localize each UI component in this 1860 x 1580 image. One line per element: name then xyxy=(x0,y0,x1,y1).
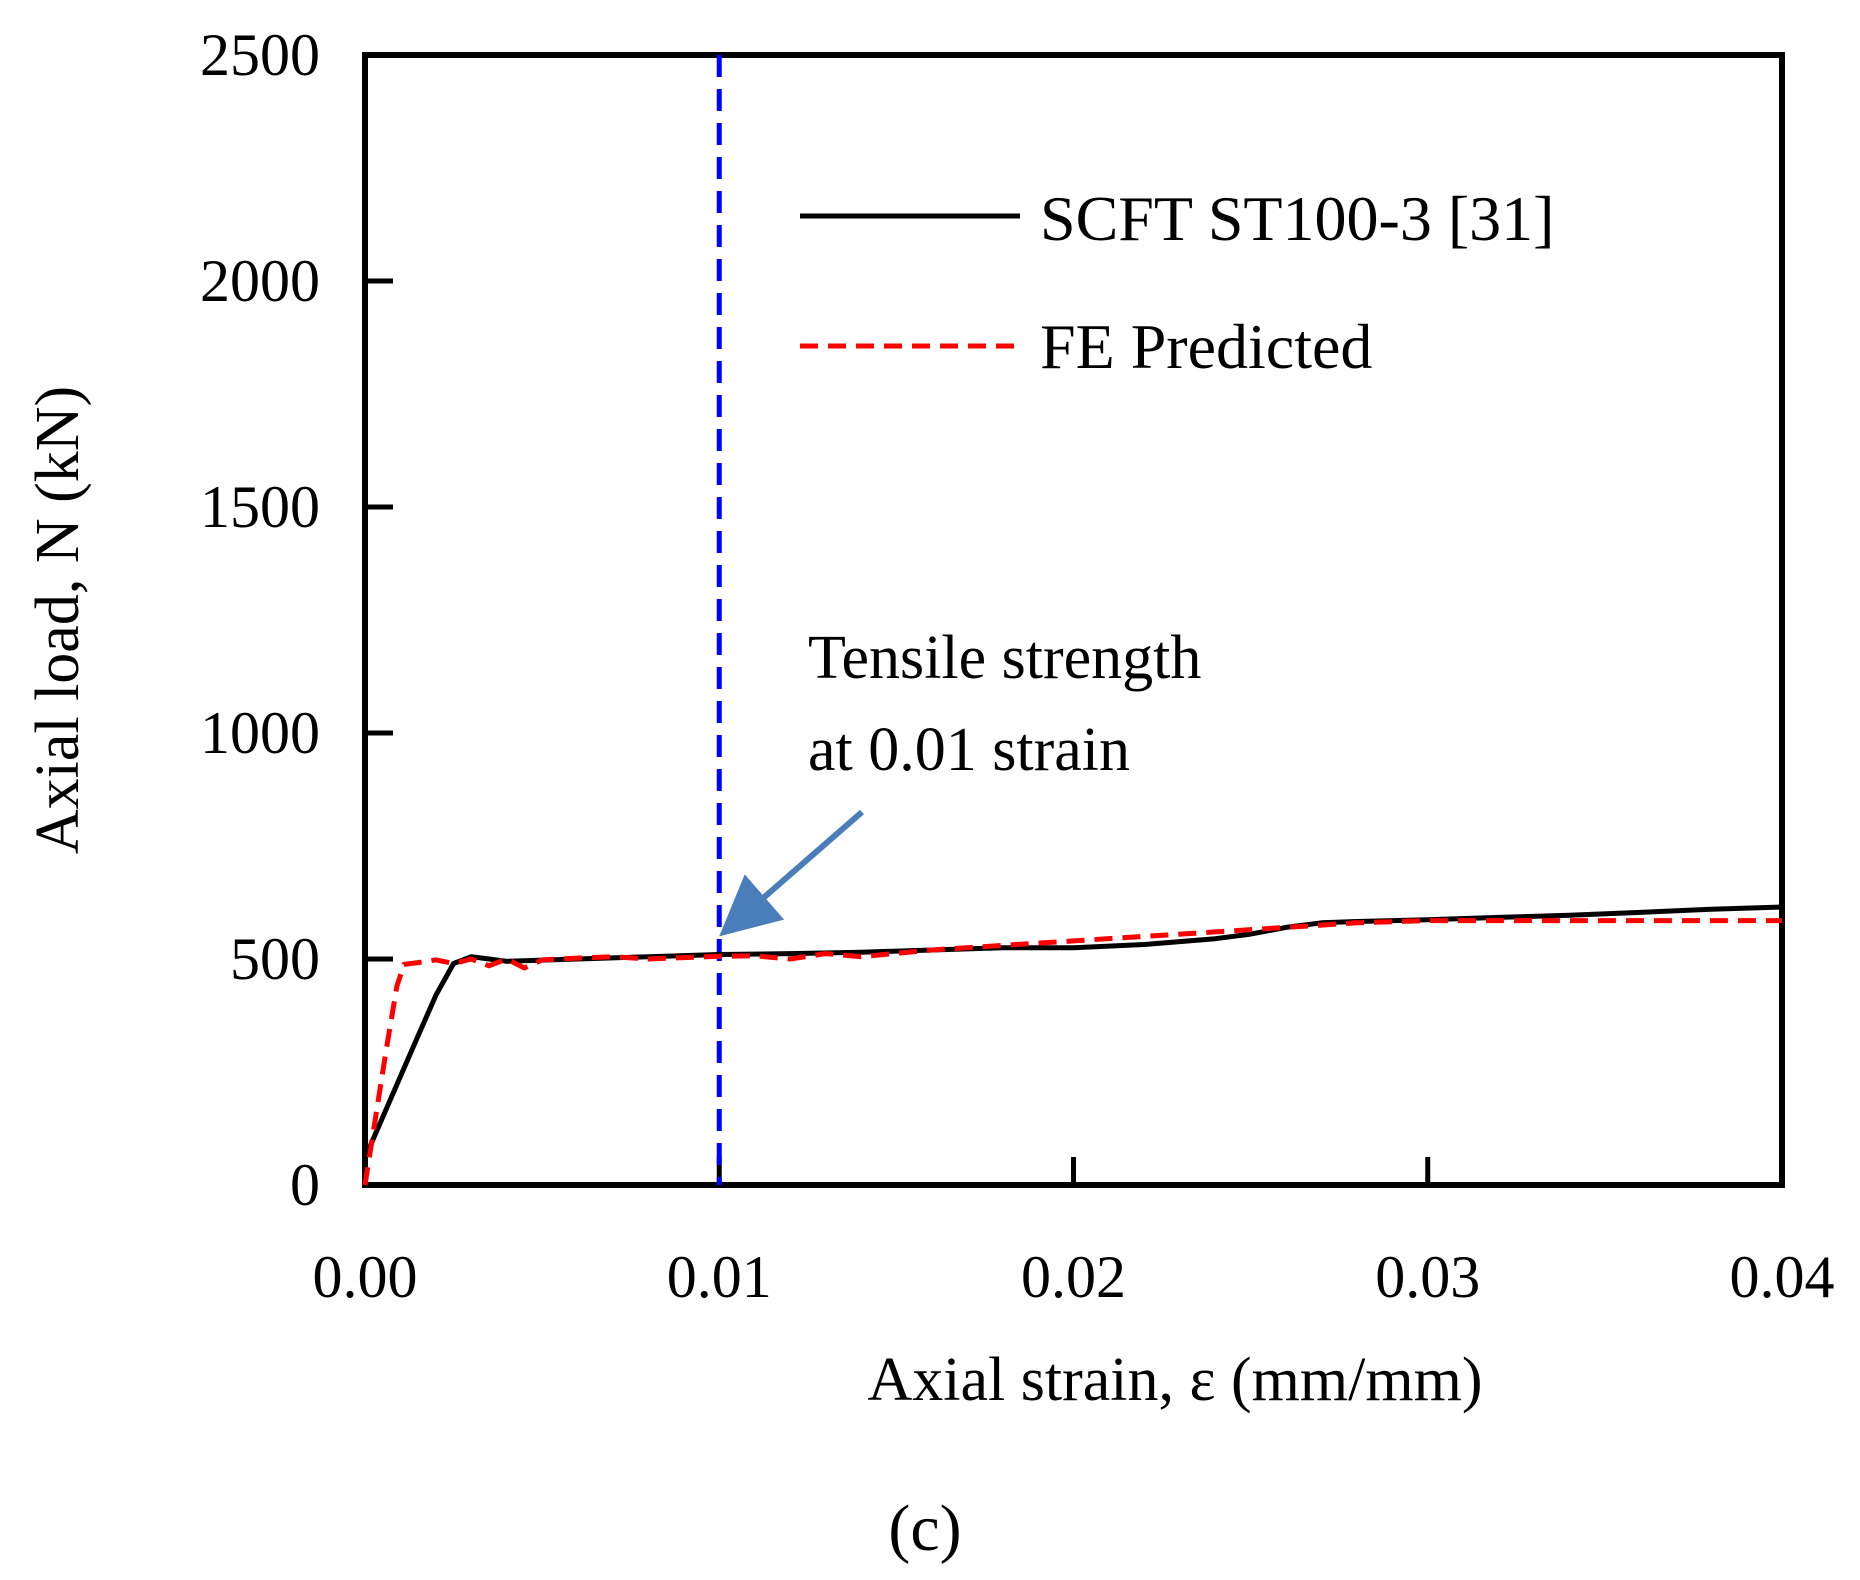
y-axis-title: Axial load, N (kN) xyxy=(24,386,92,854)
ticks-layer: 0.00 0.01 0.02 0.03 0.04 0 500 1000 1500 2000 2500 xyxy=(200,22,1835,1310)
y-tick-label: 0 xyxy=(290,1152,320,1218)
x-tick-label: 0.03 xyxy=(1375,1244,1480,1310)
annotation: Tensile strength at 0.01 strain xyxy=(719,624,1201,937)
legend: SCFT ST100-3 [31] FE Predicted xyxy=(800,183,1554,382)
annotation-line-1: Tensile strength xyxy=(808,624,1201,692)
legend-label-scft: SCFT ST100-3 [31] xyxy=(1040,183,1554,254)
legend-label-fe: FE Predicted xyxy=(1040,311,1372,382)
panel-label: (c) xyxy=(888,1492,961,1565)
series-line-1 xyxy=(362,918,1782,1186)
x-tick-label: 0.01 xyxy=(667,1244,772,1310)
x-axis-title: Axial strain, ε (mm/mm) xyxy=(868,1346,1483,1414)
x-tick-label: 0.04 xyxy=(1730,1244,1835,1310)
y-tick-label: 500 xyxy=(230,926,320,992)
annotation-line-2: at 0.01 strain xyxy=(808,716,1130,784)
series-line-0 xyxy=(362,904,1783,1159)
y-tick-label: 2500 xyxy=(200,22,320,88)
annotation-arrow xyxy=(719,809,864,937)
series-layer xyxy=(362,904,1783,1186)
y-tick-label: 2000 xyxy=(200,248,320,314)
y-tick-label: 1000 xyxy=(200,700,320,766)
x-tick-label: 0.00 xyxy=(313,1244,418,1310)
y-tick-label: 1500 xyxy=(200,474,320,540)
x-tick-label: 0.02 xyxy=(1021,1244,1126,1310)
